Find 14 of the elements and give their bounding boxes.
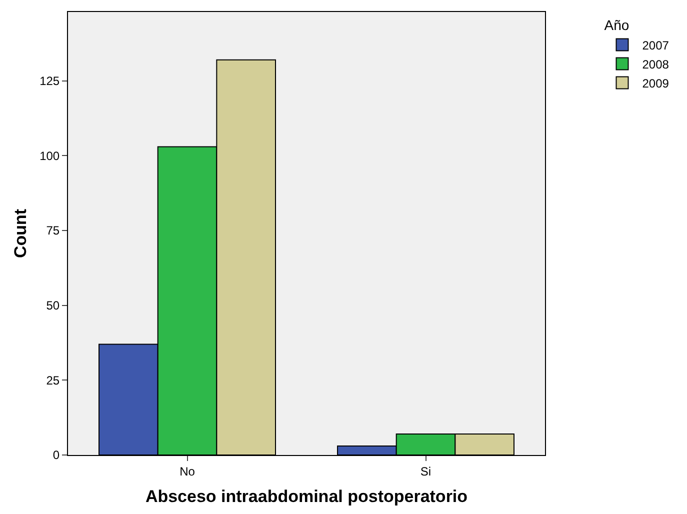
y-axis-title: Count [11, 208, 30, 258]
y-tick-label: 0 [52, 448, 60, 462]
y-tick-label: 100 [40, 148, 60, 163]
y-tick-label: 125 [40, 74, 60, 88]
y-tick-label: 50 [46, 298, 60, 313]
x-tick-label: Si [420, 464, 432, 478]
x-axis-title: Absceso intraabdominal postoperatorio [145, 486, 468, 506]
legend-label: 2009 [642, 76, 670, 90]
y-tick-label: 75 [46, 224, 60, 238]
legend-label: 2008 [642, 57, 670, 72]
y-tick-label: 25 [46, 373, 60, 388]
legend-label: 2007 [642, 38, 670, 52]
x-tick-label: No [180, 464, 196, 478]
legend-title: Año [604, 17, 630, 34]
